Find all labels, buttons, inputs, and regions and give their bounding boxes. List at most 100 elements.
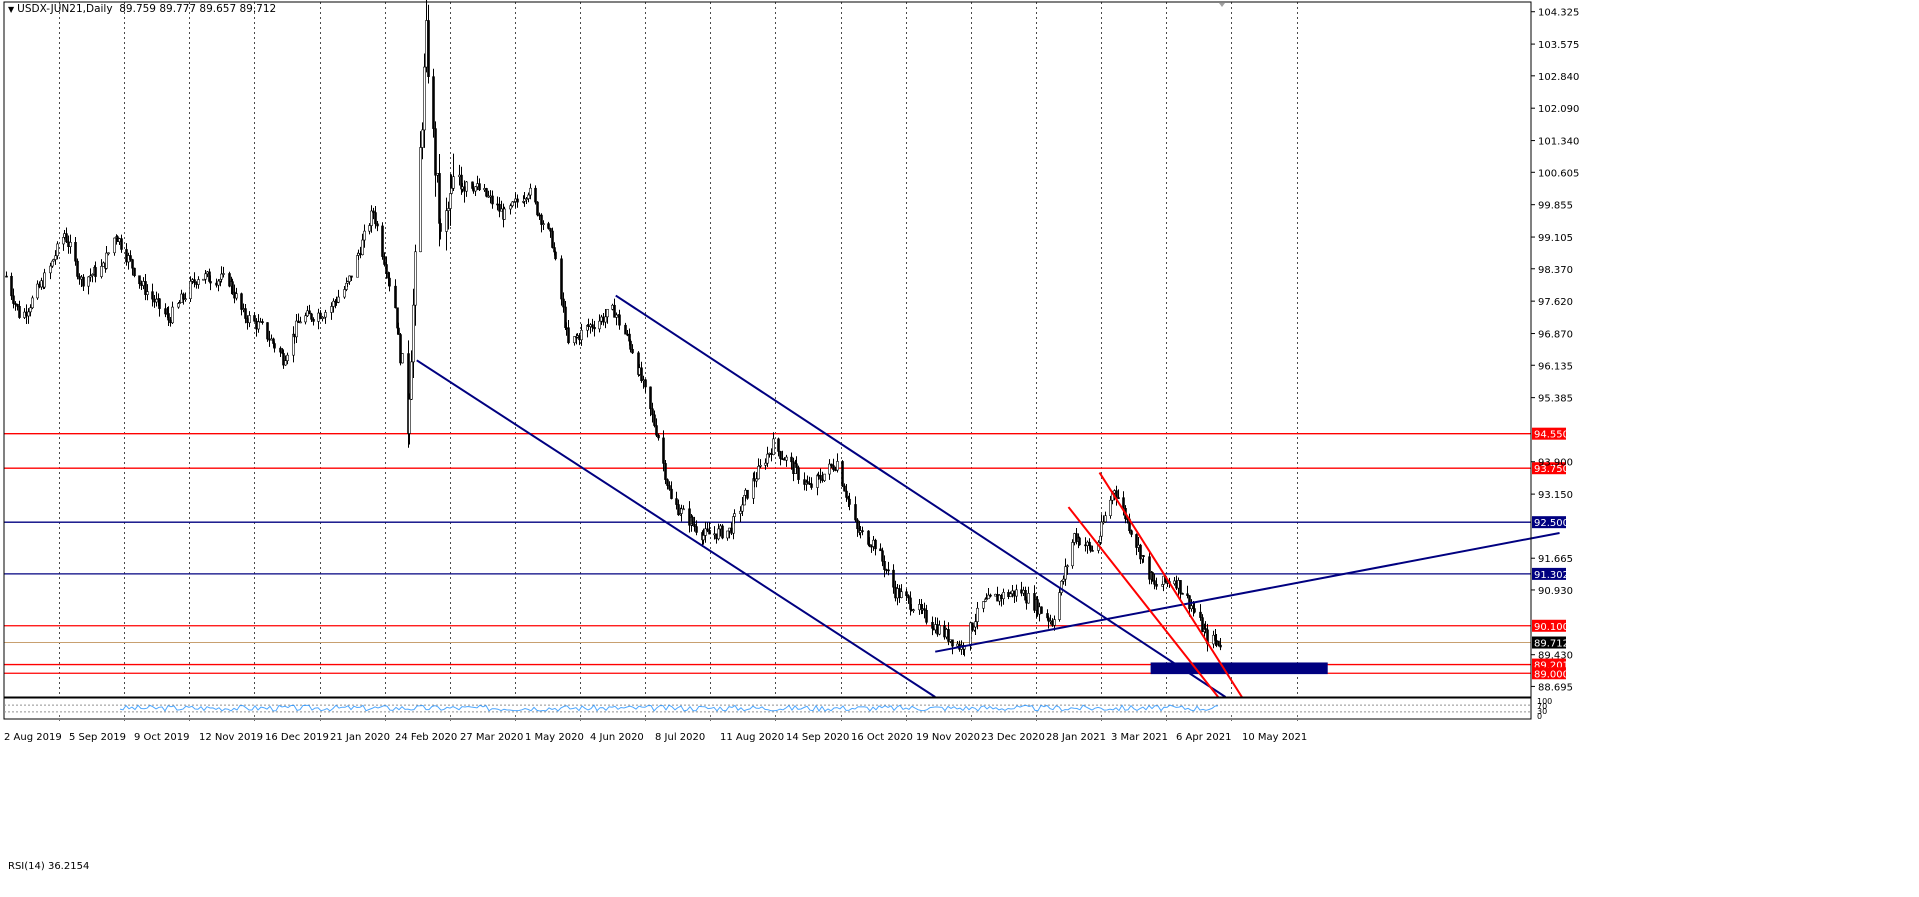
candle-body: [414, 251, 417, 306]
candle-body: [1130, 530, 1133, 535]
candle-body: [1036, 599, 1039, 615]
candle-body: [282, 353, 285, 366]
candle-body: [361, 239, 364, 256]
trendlines[interactable]: [416, 294, 1560, 698]
candle-body: [1040, 606, 1043, 614]
candle-body: [567, 327, 570, 344]
candle-body: [465, 181, 468, 192]
level-tag-label: 89.000: [1534, 669, 1569, 680]
trendline[interactable]: [1067, 506, 1219, 698]
symbol-label: USDX-JUN21: [17, 3, 83, 15]
candle-body: [65, 233, 68, 243]
y-tick-label: 95.385: [1538, 394, 1573, 405]
trendline[interactable]: [935, 531, 1560, 653]
time-axis[interactable]: 2 Aug 2019 5 Sep 2019 9 Oct 2019 12 Nov 201…: [4, 732, 1307, 743]
candle-body: [551, 230, 554, 248]
trendline[interactable]: [1098, 471, 1243, 698]
candle-body: [209, 281, 212, 284]
candle-body: [434, 128, 437, 176]
y-tick-label: 98.370: [1538, 265, 1573, 276]
candle-body: [445, 210, 448, 232]
candle-body: [841, 461, 844, 487]
y-tick-label: 104.325: [1538, 8, 1579, 19]
candle-body: [153, 298, 156, 303]
candle-body: [757, 465, 760, 480]
candle-body: [843, 485, 846, 492]
y-tick-label: 102.840: [1538, 72, 1579, 83]
candle-body: [529, 187, 532, 196]
candle-body: [182, 293, 185, 300]
candle-body: [195, 282, 198, 285]
candle-body: [649, 386, 652, 410]
candle-body: [655, 425, 658, 436]
candle-body: [670, 488, 673, 499]
x-tick-label: 9 Oct 2019: [134, 732, 189, 743]
candle-body: [76, 260, 79, 277]
level-tag-label: 94.550: [1534, 430, 1569, 441]
support-zone-rect[interactable]: [1150, 662, 1328, 675]
candle-body: [206, 271, 209, 275]
x-tick-label: 2 Aug 2019: [4, 732, 62, 743]
candle-body: [733, 513, 736, 517]
candle-body: [51, 260, 54, 267]
candle-body: [370, 210, 373, 226]
candle-body: [102, 262, 105, 267]
candle-body: [1027, 593, 1030, 604]
x-tick-label: 24 Feb 2020: [395, 732, 457, 743]
candle-body: [383, 256, 386, 265]
candle-body: [912, 609, 915, 612]
candle-body: [856, 519, 859, 530]
candle-body: [971, 622, 974, 631]
shift-marker-icon[interactable]: [1219, 3, 1225, 7]
candle-body: [10, 275, 13, 297]
support-zone[interactable]: [1150, 662, 1328, 675]
candle-body: [560, 258, 563, 300]
candle-body: [1075, 533, 1078, 542]
trendline[interactable]: [416, 359, 936, 698]
candle-body: [682, 508, 685, 511]
trendline[interactable]: [615, 294, 1227, 698]
y-tick-label: 96.135: [1538, 361, 1573, 372]
y-tick-label: 103.575: [1538, 40, 1579, 51]
candle-body: [125, 249, 128, 263]
candle-body: [257, 321, 260, 330]
candle-body: [388, 277, 391, 287]
level-tag-label: 90.100: [1534, 622, 1569, 633]
x-tick-label: 11 Aug 2020: [720, 732, 784, 743]
candle-body: [523, 198, 526, 202]
candle-body: [1142, 555, 1145, 558]
candle-body: [631, 348, 634, 354]
candle-body: [452, 176, 455, 189]
candle-body: [982, 601, 985, 609]
price-axis[interactable]: 104.325 103.575 102.840 102.090 101.340 100.6…: [1531, 8, 1579, 694]
candle-body: [52, 259, 55, 262]
candle-body: [308, 310, 311, 315]
candle-body: [892, 569, 895, 588]
candle-body: [854, 504, 857, 521]
candle-body: [974, 621, 977, 628]
candle-body: [401, 353, 404, 364]
candle-body: [118, 238, 121, 242]
candle-body: [675, 498, 678, 505]
candle-body: [938, 625, 941, 635]
candle-body: [989, 594, 992, 597]
candle-body: [348, 275, 351, 282]
y-tick-label: 97.620: [1538, 297, 1573, 308]
candle-body: [164, 308, 167, 315]
collapse-triangle-icon[interactable]: ▼: [8, 5, 15, 14]
candle-body: [54, 255, 57, 260]
candle-body: [197, 279, 200, 285]
level-tag: [1532, 567, 1566, 580]
candle-body: [253, 315, 256, 322]
candle-body: [540, 214, 543, 225]
candle-body: [279, 347, 282, 353]
candle-body: [830, 463, 833, 466]
candle-body: [755, 478, 758, 482]
candle-body: [193, 279, 196, 283]
candle-body: [573, 336, 576, 344]
candle-body: [1199, 611, 1202, 618]
candle-body: [562, 298, 565, 308]
candle-body: [116, 236, 119, 242]
